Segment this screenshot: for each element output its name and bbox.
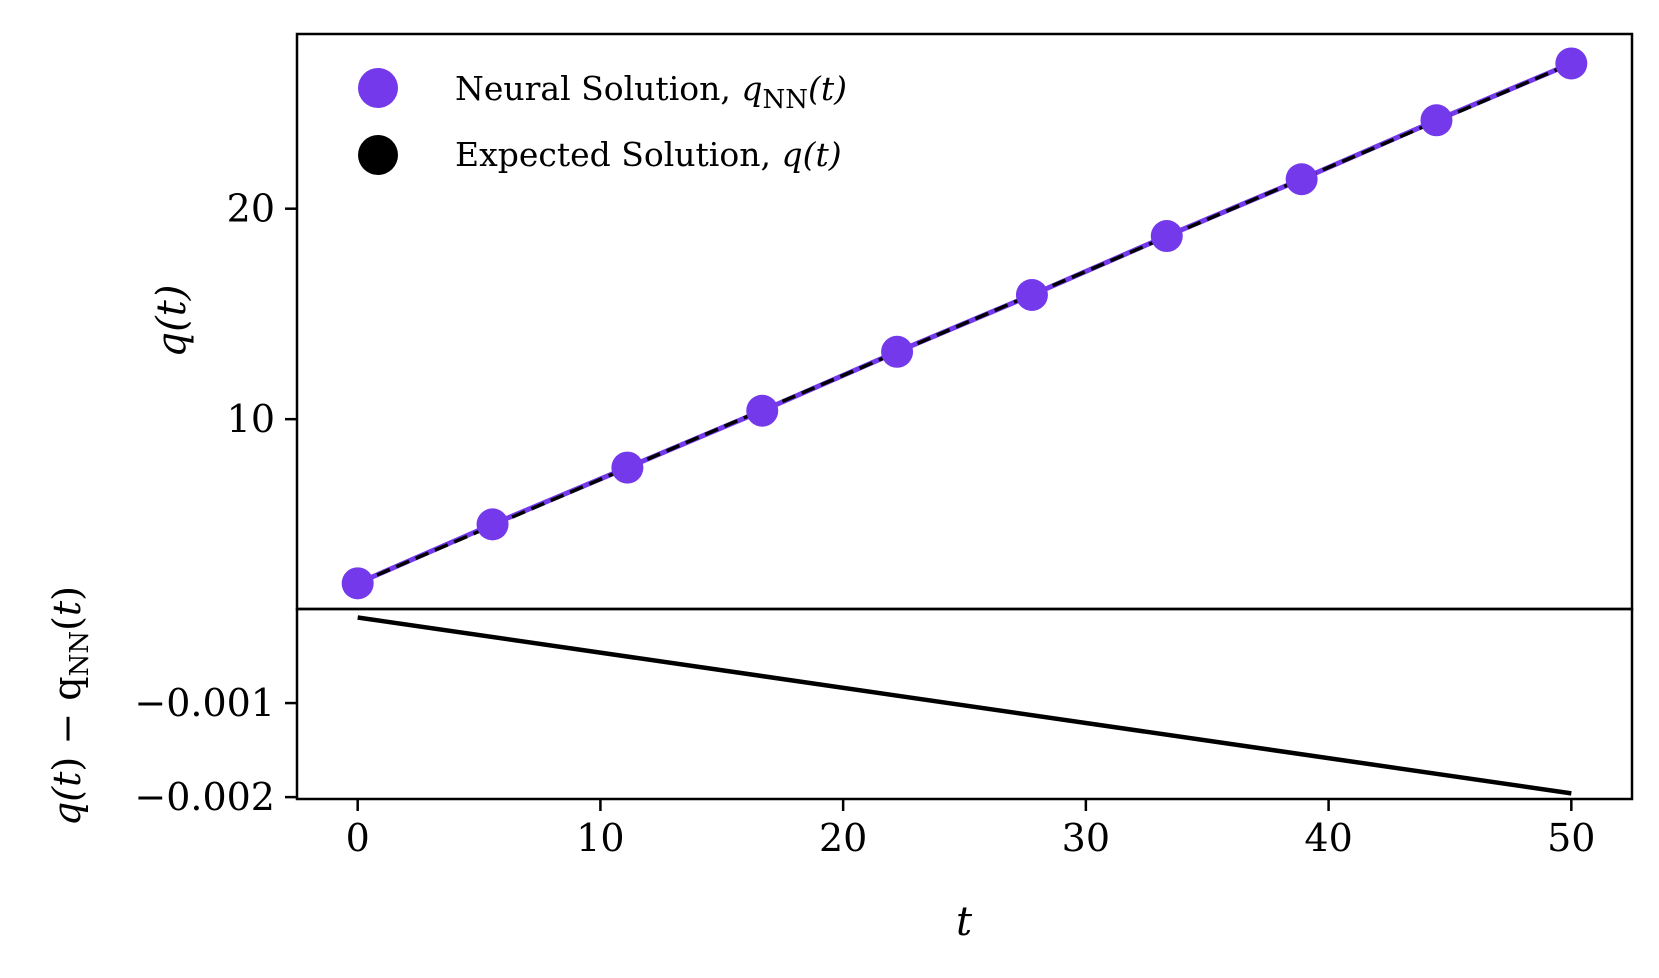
neural-solution-point: [1555, 47, 1588, 80]
neural-solution-point: [881, 335, 914, 368]
neural-solution-point: [1150, 220, 1183, 253]
bottom-y-ticks: −0.001 −0.002: [134, 681, 297, 819]
x-tick-label: 30: [1062, 816, 1110, 860]
legend-marker-neural: [358, 68, 398, 108]
x-tick-label: 20: [819, 816, 867, 860]
residual-line: [357, 615, 1572, 796]
neural-solution-point: [1015, 278, 1048, 311]
neural-solution-point: [341, 567, 374, 600]
x-tick-label: 50: [1547, 816, 1595, 860]
x-tick-label: 0: [346, 816, 370, 860]
top-panel: 10 20 q(t) Neural Solution, qNN(t) Expect…: [149, 32, 1634, 611]
bottom-panel: −0.001 −0.002 0 10 20 30 40 50 q(t) − qNN(t) t: [45, 586, 1634, 945]
legend-label-neural: Neural Solution, qNN(t): [455, 69, 847, 115]
legend-marker-expected: [358, 135, 398, 175]
bottom-y-axis-label: q(t) − qNN(t): [45, 586, 95, 826]
neural-solution-point: [1420, 104, 1453, 137]
x-tick-label: 40: [1304, 816, 1352, 860]
expected-solution-line: [356, 61, 1573, 585]
neural-solution-point: [1285, 163, 1318, 196]
neural-solution-point: [611, 451, 644, 484]
bottom-y-tick-label: −0.001: [134, 681, 275, 725]
x-axis-label: t: [956, 899, 973, 945]
neural-solution-point: [746, 394, 779, 427]
top-y-ticks: 10 20: [227, 187, 297, 441]
bottom-y-tick-label: −0.002: [134, 775, 275, 819]
neural-solution-point: [476, 508, 509, 541]
top-y-axis-label: q(t): [149, 285, 195, 358]
top-y-tick-label: 10: [227, 397, 275, 441]
bottom-series: [357, 615, 1572, 796]
legend: Neural Solution, qNN(t) Expected Solutio…: [358, 68, 847, 175]
x-tick-label: 10: [576, 816, 624, 860]
top-series: [341, 47, 1588, 600]
bottom-x-ticks: 0 10 20 30 40 50: [346, 799, 1595, 860]
top-y-tick-label: 20: [227, 187, 275, 231]
legend-label-expected: Expected Solution, q(t): [455, 135, 842, 174]
